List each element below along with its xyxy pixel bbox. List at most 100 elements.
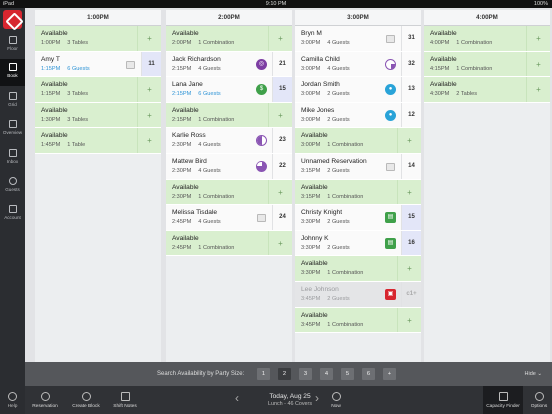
prev-day-arrow[interactable]: ‹	[235, 391, 239, 405]
availability-slot[interactable]: Available 1:45PM 1 Table +	[35, 128, 161, 154]
add-icon[interactable]: +	[397, 128, 421, 153]
reservation-card[interactable]: Bryn M 3:00PM 4 Guests 31	[295, 26, 421, 52]
add-icon[interactable]: +	[268, 26, 292, 51]
sidebar-item-label: Book	[7, 73, 18, 78]
slot-time: 2:30PM	[172, 193, 192, 200]
availability-slot[interactable]: Available 4:00PM 1 Combination +	[424, 26, 550, 52]
slot-details: 3:30PM 2 Guests	[301, 219, 350, 225]
add-icon[interactable]: +	[397, 179, 421, 205]
table-number: 21	[272, 51, 292, 77]
party-size-4[interactable]: 4	[320, 368, 333, 380]
slot-time: 3:15PM	[301, 193, 321, 200]
availability-slot[interactable]: Available 1:15PM 3 Tables +	[35, 77, 161, 103]
availability-slot[interactable]: Available 2:45PM 1 Combination +	[166, 230, 292, 257]
availability-slot[interactable]: Available 4:30PM 2 Tables +	[424, 77, 550, 103]
sidebar-item-overview[interactable]: Overview	[0, 116, 25, 143]
sidebar-item-inbox[interactable]: Inbox	[0, 145, 25, 172]
sidebar-item-account[interactable]: Account	[0, 201, 25, 228]
slot-time: 2:45PM	[172, 219, 192, 226]
sidebar-item-guests[interactable]: Guests	[0, 173, 25, 200]
now-button[interactable]: Now	[327, 386, 345, 414]
new-reservation-button[interactable]: Reservation	[29, 386, 61, 414]
slot-details: 1:15PM 3 Tables	[41, 91, 88, 97]
shift-notes-button[interactable]: Shift Notes	[110, 386, 140, 414]
slot-details: 3:00PM 2 Guests	[301, 117, 350, 123]
add-icon[interactable]: +	[397, 307, 421, 333]
availability-slot[interactable]: Available 3:00PM 1 Combination +	[295, 128, 421, 154]
availability-slot[interactable]: Available 1:00PM 3 Tables +	[35, 26, 161, 52]
options-label: Options	[530, 404, 548, 409]
reservation-card[interactable]: Amy T 1:15PM 6 Guests 11	[35, 51, 161, 78]
options-button[interactable]: Options	[527, 386, 551, 414]
reservation-card[interactable]: Unnamed Reservation 3:15PM 2 Guests 14	[295, 153, 421, 180]
reservation-card[interactable]: Karlie Ross 2:30PM 4 Guests 23	[166, 128, 292, 154]
reservation-card[interactable]: Lee Johnson 3:45PM 2 Guests ▣ c1+	[295, 281, 421, 308]
availability-slot[interactable]: Available 3:45PM 1 Combination +	[295, 307, 421, 334]
reservation-card[interactable]: Johnny K 3:30PM 2 Guests ▤ 16	[295, 230, 421, 257]
reservation-card[interactable]: Christy Knight 3:30PM 2 Guests ▤ 15	[295, 205, 421, 231]
reservation-card[interactable]: Lana Jane 2:15PM 6 Guests $15	[166, 77, 292, 103]
reservation-card[interactable]: Jordan Smith 3:00PM 2 Guests ● 13	[295, 77, 421, 103]
availability-slot[interactable]: Available 4:15PM 1 Combination +	[424, 51, 550, 78]
hide-button[interactable]: Hide ⌄	[524, 371, 542, 377]
floor-icon	[8, 36, 17, 44]
availability-slot[interactable]: Available 1:30PM 3 Tables +	[35, 102, 161, 129]
sidebar-item-book[interactable]: Book	[0, 59, 25, 86]
sidebar-item-floor[interactable]: Floor	[0, 32, 25, 59]
slot-details: 3:00PM 4 Guests	[301, 40, 350, 46]
add-icon[interactable]: +	[137, 128, 161, 153]
party-size-more[interactable]: +	[383, 368, 396, 380]
availability-slot[interactable]: Available 2:30PM 1 Combination +	[166, 179, 292, 206]
reservation-card[interactable]: Melissa Tisdale 2:45PM 4 Guests 24	[166, 205, 292, 231]
slot-time: 3:00PM	[301, 116, 321, 123]
slot-time: 1:15PM	[41, 91, 61, 98]
date-selector[interactable]: Today, Aug 25 Lunch - 46 Covers	[235, 386, 345, 414]
notes-icon	[120, 392, 130, 401]
chart-icon	[8, 120, 17, 128]
column-header: 3:00PM	[295, 10, 421, 26]
party-size-2[interactable]: 2	[278, 368, 291, 380]
add-icon[interactable]: +	[397, 256, 421, 281]
party-size-6[interactable]: 6	[362, 368, 375, 380]
sidebar-item-label: Guests	[5, 187, 20, 192]
add-icon[interactable]: +	[268, 102, 292, 128]
party-size: 2 Guests	[327, 244, 350, 251]
sidebar-item-label: Overview	[2, 130, 23, 135]
reservation-card[interactable]: Jack Richardson 2:15PM 4 Guests ◎ 21	[166, 51, 292, 78]
slot-time: 4:15PM	[430, 65, 450, 72]
add-icon[interactable]: +	[268, 230, 292, 256]
party-size-5[interactable]: 5	[341, 368, 354, 380]
new-reservation-label: Reservation	[32, 404, 58, 409]
guest-name: Melissa Tisdale	[172, 209, 218, 217]
party-size-1[interactable]: 1	[257, 368, 270, 380]
add-icon[interactable]: +	[268, 179, 292, 205]
availability-slot[interactable]: Available 2:15PM 1 Combination +	[166, 102, 292, 129]
availability-slot[interactable]: Available 3:30PM 1 Combination +	[295, 256, 421, 282]
next-day-arrow[interactable]: ›	[315, 391, 319, 405]
add-icon[interactable]: +	[526, 26, 550, 51]
slot-time: 3:30PM	[301, 219, 321, 226]
sidebar-item-grid[interactable]: Grid	[0, 88, 25, 115]
status-icon: $	[256, 84, 267, 96]
reservation-card[interactable]: Mike Jones 3:00PM 2 Guests ● 12	[295, 102, 421, 129]
availability-slot[interactable]: Available 2:00PM 1 Combination +	[166, 26, 292, 52]
table-number: 12	[401, 102, 421, 128]
slot-capacity: 1 Combination	[198, 40, 235, 46]
slot-capacity: 1 Combination	[327, 270, 364, 277]
reservation-card[interactable]: Mattew Bird 2:30PM 4 Guests 22	[166, 153, 292, 180]
party-size-3[interactable]: 3	[299, 368, 312, 380]
add-icon[interactable]: +	[137, 77, 161, 102]
add-icon[interactable]: +	[137, 102, 161, 128]
capacity-finder-button[interactable]: Capacity Finder	[483, 386, 523, 414]
availability-slot[interactable]: Available 3:15PM 1 Combination +	[295, 179, 421, 206]
slot-details: 3:00PM 4 Guests	[301, 66, 350, 72]
add-icon[interactable]: +	[526, 51, 550, 77]
slot-title: Available	[430, 55, 457, 63]
help-button[interactable]: Help	[0, 386, 25, 414]
party-size: 4 Guests	[198, 142, 221, 149]
reservation-card[interactable]: Camilla Child 3:00PM 4 Guests 32	[295, 51, 421, 78]
sidebar-item-label: Grid	[8, 102, 17, 107]
add-icon[interactable]: +	[526, 77, 550, 102]
add-icon[interactable]: +	[137, 26, 161, 51]
create-block-button[interactable]: Create Block	[69, 386, 103, 414]
